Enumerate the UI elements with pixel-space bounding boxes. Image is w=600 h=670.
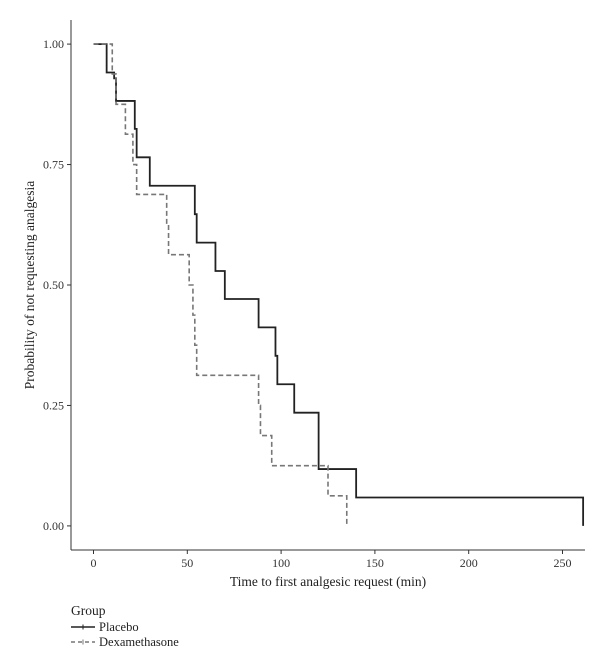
x-axis-title: Time to first analgesic request (min) bbox=[230, 574, 426, 589]
x-tick-label: 50 bbox=[181, 556, 193, 570]
y-tick-label: 0.50 bbox=[43, 278, 64, 292]
y-tick-label: 0.00 bbox=[43, 519, 64, 533]
x-tick-label: 250 bbox=[553, 556, 571, 570]
legend-title: Group bbox=[71, 603, 106, 618]
y-axis-title: Probability of not requesting analgesia bbox=[22, 181, 37, 389]
x-ticks: 0 50 100 150 200 250 bbox=[91, 550, 571, 570]
y-tick-label: 1.00 bbox=[43, 37, 64, 51]
y-ticks: 0.00 0.25 0.50 0.75 1.00 bbox=[43, 37, 71, 533]
x-tick-label: 100 bbox=[272, 556, 290, 570]
legend-label-dexamethasone: Dexamethasone bbox=[99, 635, 179, 649]
x-tick-label: 150 bbox=[366, 556, 384, 570]
series-line-placebo bbox=[93, 43, 585, 526]
y-tick-label: 0.25 bbox=[43, 398, 64, 412]
series-layer bbox=[93, 43, 585, 526]
series-line-dexamethasone bbox=[93, 43, 348, 526]
x-tick-label: 200 bbox=[460, 556, 478, 570]
legend-label-placebo: Placebo bbox=[99, 620, 139, 634]
y-tick-label: 0.75 bbox=[43, 158, 64, 172]
x-tick-label: 0 bbox=[91, 556, 97, 570]
